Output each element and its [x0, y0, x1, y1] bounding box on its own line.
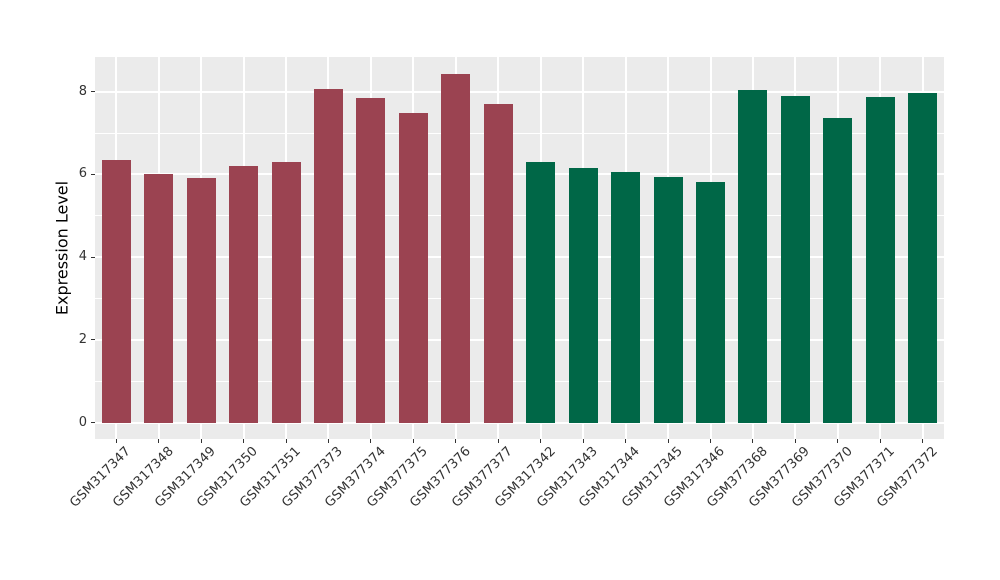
x-tick-mark	[370, 439, 372, 443]
bar-GSM317350	[229, 165, 259, 423]
gridline-major-horizontal	[95, 90, 944, 93]
y-tick-label: 2	[78, 331, 87, 347]
gridline-major-horizontal	[95, 421, 944, 424]
bar-GSM317344	[611, 172, 641, 423]
y-tick-mark	[91, 339, 95, 341]
y-tick-mark	[91, 422, 95, 423]
x-tick-mark	[497, 439, 499, 443]
bar-GSM377377	[483, 103, 513, 423]
x-tick-mark	[922, 439, 924, 443]
x-tick-mark	[115, 439, 117, 443]
bar-GSM317351	[271, 161, 301, 423]
gridline-minor-horizontal	[95, 132, 944, 134]
x-tick-mark	[540, 439, 542, 443]
bar-GSM317342	[526, 162, 556, 423]
x-tick-mark	[667, 439, 669, 443]
gridline-minor-horizontal	[95, 297, 944, 299]
gridline-major-horizontal	[95, 338, 944, 341]
x-tick-mark	[285, 439, 287, 443]
x-tick-mark	[879, 439, 881, 443]
x-tick-mark	[455, 439, 457, 443]
gridline-minor-horizontal	[95, 215, 944, 217]
bar-GSM377370	[823, 118, 853, 423]
bar-GSM377371	[865, 97, 895, 423]
y-tick-mark	[91, 91, 95, 93]
gridline-minor-horizontal	[95, 380, 944, 382]
y-tick-label: 6	[78, 166, 87, 182]
y-axis-title: Expression Level	[52, 180, 72, 316]
bar-GSM377372	[908, 93, 938, 423]
y-tick-label: 8	[78, 83, 87, 99]
x-tick-mark	[412, 439, 414, 443]
x-tick-mark	[752, 439, 754, 443]
gridline-major-horizontal	[95, 256, 944, 259]
y-tick-label: 0	[78, 414, 87, 430]
bar-GSM377373	[313, 89, 343, 423]
x-tick-mark	[837, 439, 839, 443]
bar-GSM317346	[696, 181, 726, 423]
bar-GSM317348	[144, 174, 174, 423]
x-tick-mark	[200, 439, 202, 443]
x-tick-mark	[710, 439, 712, 443]
bar-GSM317347	[101, 159, 131, 423]
x-tick-mark	[243, 439, 245, 443]
x-tick-mark	[582, 439, 584, 443]
bar-GSM377376	[441, 74, 471, 423]
x-tick-mark	[794, 439, 796, 443]
y-tick-mark	[91, 173, 95, 175]
bar-GSM377374	[356, 97, 386, 423]
bar-GSM317343	[568, 167, 598, 423]
gridline-major-horizontal	[95, 173, 944, 176]
y-tick-mark	[91, 256, 95, 258]
x-tick-mark	[625, 439, 627, 443]
bar-GSM317349	[186, 177, 216, 423]
bar-GSM317345	[653, 176, 683, 423]
x-tick-mark	[158, 439, 160, 443]
bar-GSM377375	[398, 112, 428, 423]
x-tick-mark	[327, 439, 329, 443]
y-tick-label: 4	[78, 249, 87, 265]
plot-panel	[95, 57, 944, 439]
bar-GSM377368	[738, 90, 768, 423]
bar-GSM377369	[780, 95, 810, 423]
